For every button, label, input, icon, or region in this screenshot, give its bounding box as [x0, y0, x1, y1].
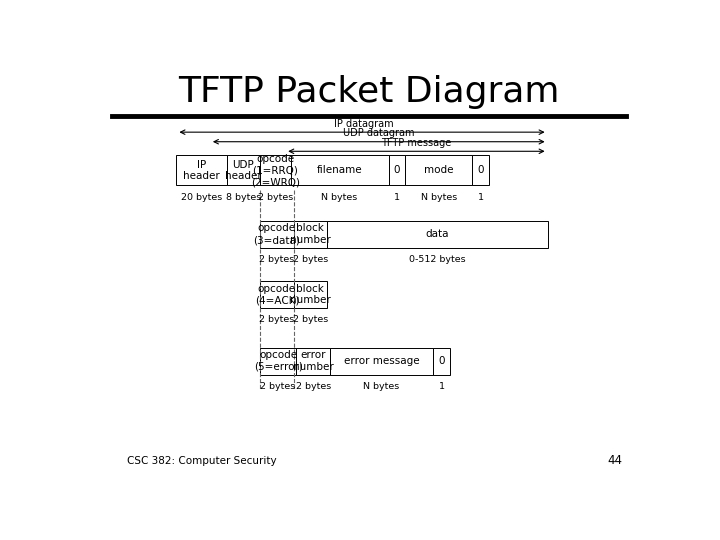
- Bar: [260, 221, 294, 248]
- Bar: [472, 156, 489, 185]
- Text: opcode
(1=RRQ)
(2=WRQ): opcode (1=RRQ) (2=WRQ): [251, 154, 300, 187]
- Text: 8 bytes: 8 bytes: [226, 193, 261, 201]
- Text: error
number: error number: [293, 350, 333, 372]
- Bar: [389, 156, 405, 185]
- Text: CSC 382: Computer Security: CSC 382: Computer Security: [127, 456, 276, 465]
- Text: 2 bytes: 2 bytes: [261, 382, 296, 391]
- Text: 2 bytes: 2 bytes: [293, 315, 328, 324]
- Text: data: data: [426, 230, 449, 239]
- Text: TFTP message: TFTP message: [382, 138, 451, 148]
- Bar: [297, 348, 330, 375]
- Bar: [260, 281, 294, 308]
- Text: 0: 0: [394, 165, 400, 176]
- Bar: [433, 348, 450, 375]
- Bar: [405, 156, 472, 185]
- Bar: [327, 221, 548, 248]
- Text: opcode
(4=ACK): opcode (4=ACK): [255, 284, 300, 305]
- Text: UDP datagram: UDP datagram: [343, 129, 415, 138]
- Text: 1: 1: [477, 193, 484, 201]
- Text: 2 bytes: 2 bytes: [259, 315, 294, 324]
- Text: N bytes: N bytes: [321, 193, 358, 201]
- Bar: [227, 156, 260, 185]
- Bar: [176, 156, 227, 185]
- Text: 2 bytes: 2 bytes: [293, 255, 328, 264]
- Text: error message: error message: [343, 356, 419, 366]
- Text: opcode
(3=data): opcode (3=data): [253, 224, 300, 245]
- Text: 2 bytes: 2 bytes: [258, 193, 293, 201]
- Text: 44: 44: [607, 454, 622, 467]
- Bar: [294, 221, 327, 248]
- Bar: [260, 156, 291, 185]
- Bar: [330, 348, 433, 375]
- Text: IP
header: IP header: [183, 160, 220, 181]
- Text: 0-512 bytes: 0-512 bytes: [409, 255, 465, 264]
- Text: filename: filename: [317, 165, 362, 176]
- Text: 1: 1: [394, 193, 400, 201]
- Text: IP datagram: IP datagram: [333, 119, 393, 129]
- Text: TFTP Packet Diagram: TFTP Packet Diagram: [179, 75, 559, 109]
- Text: N bytes: N bytes: [420, 193, 457, 201]
- Text: 0: 0: [438, 356, 445, 366]
- Text: mode: mode: [424, 165, 454, 176]
- Bar: [291, 156, 389, 185]
- Text: 2 bytes: 2 bytes: [259, 255, 294, 264]
- Bar: [260, 348, 297, 375]
- Text: block
number: block number: [290, 224, 330, 245]
- Text: N bytes: N bytes: [363, 382, 400, 391]
- Bar: [294, 281, 327, 308]
- Text: opcode
(5=error): opcode (5=error): [254, 350, 303, 372]
- Text: 2 bytes: 2 bytes: [296, 382, 330, 391]
- Text: 1: 1: [438, 382, 444, 391]
- Text: 0: 0: [477, 165, 484, 176]
- Text: UDP
header: UDP header: [225, 160, 262, 181]
- Text: block
number: block number: [290, 284, 330, 305]
- Text: 20 bytes: 20 bytes: [181, 193, 222, 201]
